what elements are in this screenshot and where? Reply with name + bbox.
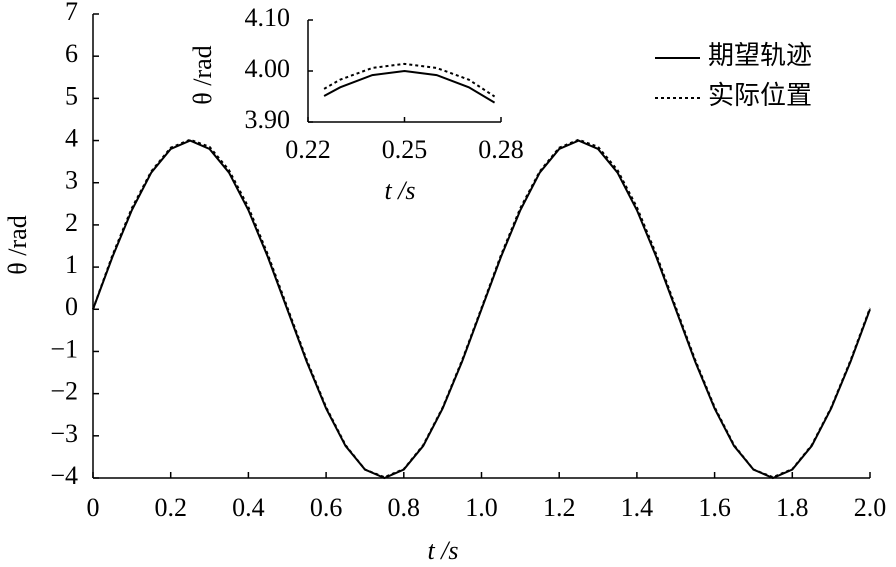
- y-tick-label: 1: [65, 250, 78, 279]
- x-tick-label: 0: [87, 493, 100, 522]
- x-tick-label: 0.22: [285, 135, 331, 164]
- series-line: [323, 69, 496, 104]
- x-tick-label: 0.28: [478, 135, 524, 164]
- x-tick-label: 1.0: [465, 493, 498, 522]
- y-tick-label: −4: [50, 461, 78, 490]
- x-tick-label: 1.2: [543, 493, 576, 522]
- y-tick-label: 6: [65, 39, 78, 68]
- y-tick-label: 4.10: [245, 3, 291, 32]
- y-tick-label: 2: [65, 208, 78, 237]
- series-line: [92, 138, 871, 479]
- y-tick-label: 4: [65, 124, 78, 153]
- legend-label: 实际位置: [708, 81, 812, 110]
- y-tick-label: 4.00: [245, 54, 291, 83]
- x-tick-label: 0.6: [310, 493, 343, 522]
- x-tick-label: 0.8: [388, 493, 421, 522]
- x-axis-title: t /s: [384, 176, 415, 205]
- y-tick-label: 3.90: [245, 105, 291, 134]
- legend-label: 期望轨迹: [708, 41, 812, 70]
- y-axis-title: θ /rad: [188, 45, 217, 104]
- x-tick-label: 1.8: [776, 493, 809, 522]
- x-axis-title: t /s: [427, 536, 458, 565]
- y-tick-label: 5: [65, 81, 78, 110]
- series-line: [92, 139, 871, 480]
- x-tick-label: 1.6: [698, 493, 731, 522]
- y-tick-label: 0: [65, 292, 78, 321]
- y-tick-label: −3: [50, 419, 78, 448]
- y-tick-label: 7: [65, 0, 78, 26]
- x-tick-label: 0.25: [382, 135, 428, 164]
- y-axis-title: θ /rad: [3, 215, 32, 274]
- x-tick-label: 0.4: [232, 493, 265, 522]
- x-tick-label: 0.2: [154, 493, 187, 522]
- y-tick-label: −2: [50, 377, 78, 406]
- series-line: [323, 62, 496, 98]
- y-tick-label: 3: [65, 166, 78, 195]
- x-tick-label: 1.4: [621, 493, 654, 522]
- y-tick-label: −1: [50, 334, 78, 363]
- x-tick-label: 2.0: [854, 493, 887, 522]
